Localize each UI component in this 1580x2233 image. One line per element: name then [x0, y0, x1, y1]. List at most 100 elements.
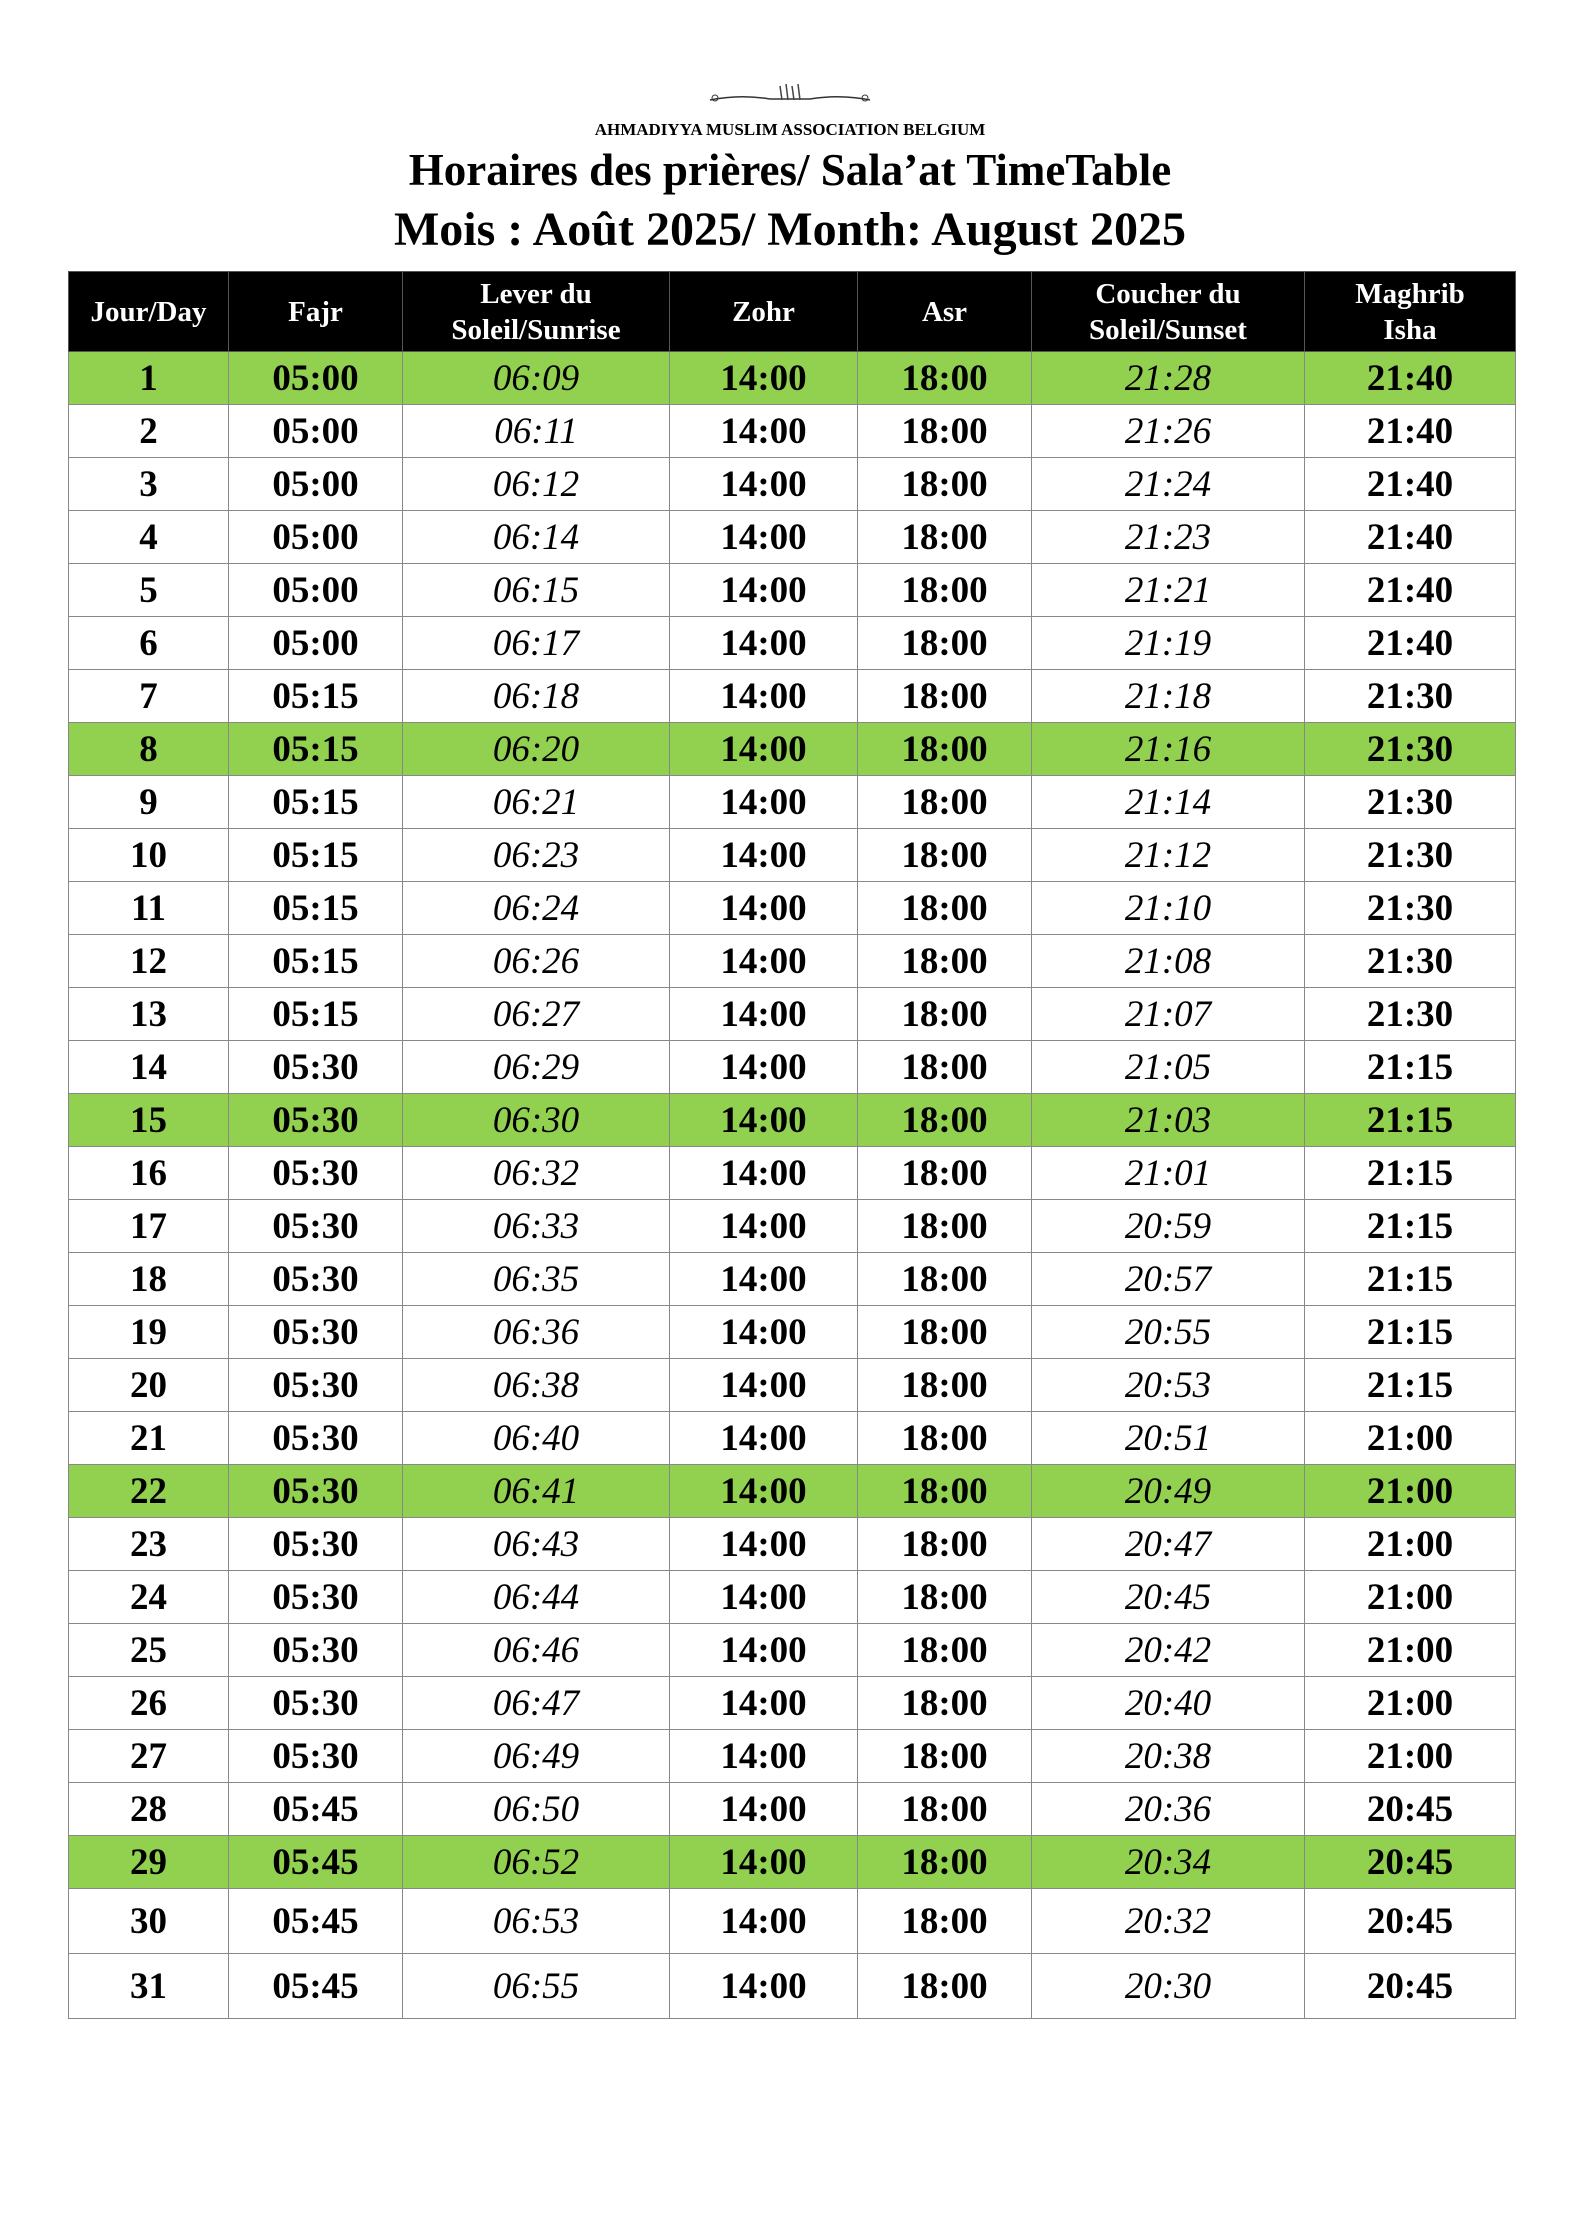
table-row: 9 05:15 06:21 14:00 18:00 21:14 21:30: [68, 775, 1516, 829]
cell-day: 25: [68, 1623, 229, 1677]
table-row: 17 05:30 06:33 14:00 18:00 20:59 21:15: [68, 1199, 1516, 1253]
cell-asr: 18:00: [857, 1676, 1032, 1730]
cell-asr: 18:00: [857, 1729, 1032, 1783]
cell-maghrib-isha: 21:15: [1304, 1146, 1516, 1200]
cell-sunrise: 06:18: [402, 669, 670, 723]
cell-sunrise: 06:27: [402, 987, 670, 1041]
table-row: 22 05:30 06:41 14:00 18:00 20:49 21:00: [68, 1464, 1516, 1518]
cell-fajr: 05:15: [228, 669, 403, 723]
cell-zohr: 14:00: [669, 669, 858, 723]
cell-sunset: 20:34: [1031, 1835, 1305, 1889]
cell-sunset: 20:45: [1031, 1570, 1305, 1624]
calligraphy-icon: [709, 83, 871, 102]
cell-fajr: 05:00: [228, 351, 403, 405]
cell-day: 18: [68, 1252, 229, 1306]
cell-day: 13: [68, 987, 229, 1041]
cell-zohr: 14:00: [669, 828, 858, 882]
cell-zohr: 14:00: [669, 1953, 858, 2019]
table-row: 16 05:30 06:32 14:00 18:00 21:01 21:15: [68, 1146, 1516, 1200]
table-row: 1 05:00 06:09 14:00 18:00 21:28 21:40: [68, 351, 1516, 405]
cell-fajr: 05:15: [228, 987, 403, 1041]
table-row: 15 05:30 06:30 14:00 18:00 21:03 21:15: [68, 1093, 1516, 1147]
cell-day: 15: [68, 1093, 229, 1147]
cell-fajr: 05:45: [228, 1782, 403, 1836]
cell-zohr: 14:00: [669, 1199, 858, 1253]
cell-day: 5: [68, 563, 229, 617]
cell-fajr: 05:30: [228, 1676, 403, 1730]
cell-fajr: 05:00: [228, 457, 403, 511]
cell-fajr: 05:00: [228, 616, 403, 670]
cell-maghrib-isha: 21:15: [1304, 1093, 1516, 1147]
cell-sunrise: 06:36: [402, 1305, 670, 1359]
table-row: 18 05:30 06:35 14:00 18:00 20:57 21:15: [68, 1252, 1516, 1306]
cell-maghrib-isha: 21:30: [1304, 775, 1516, 829]
cell-maghrib-isha: 21:15: [1304, 1252, 1516, 1306]
cell-fajr: 05:00: [228, 404, 403, 458]
cell-asr: 18:00: [857, 881, 1032, 935]
cell-day: 1: [68, 351, 229, 405]
cell-fajr: 05:30: [228, 1199, 403, 1253]
cell-maghrib-isha: 21:40: [1304, 351, 1516, 405]
cell-zohr: 14:00: [669, 1570, 858, 1624]
cell-sunset: 20:40: [1031, 1676, 1305, 1730]
cell-sunset: 20:57: [1031, 1252, 1305, 1306]
cell-fajr: 05:30: [228, 1252, 403, 1306]
col-header-asr: Asr: [857, 271, 1032, 352]
cell-zohr: 14:00: [669, 775, 858, 829]
cell-fajr: 05:45: [228, 1835, 403, 1889]
cell-maghrib-isha: 21:40: [1304, 616, 1516, 670]
cell-sunrise: 06:09: [402, 351, 670, 405]
col-header-zohr: Zohr: [669, 271, 858, 352]
cell-asr: 18:00: [857, 1199, 1032, 1253]
cell-sunset: 20:30: [1031, 1953, 1305, 2019]
cell-asr: 18:00: [857, 1305, 1032, 1359]
cell-day: 7: [68, 669, 229, 723]
page-title: Horaires des prières/ Sala’at TimeTable: [408, 145, 1172, 195]
cell-sunset: 20:38: [1031, 1729, 1305, 1783]
table-row: 30 05:45 06:53 14:00 18:00 20:32 20:45: [68, 1888, 1516, 1954]
cell-sunset: 20:55: [1031, 1305, 1305, 1359]
cell-sunrise: 06:44: [402, 1570, 670, 1624]
cell-sunset: 21:23: [1031, 510, 1305, 564]
cell-sunset: 21:28: [1031, 351, 1305, 405]
cell-fajr: 05:30: [228, 1146, 403, 1200]
table-row: 25 05:30 06:46 14:00 18:00 20:42 21:00: [68, 1623, 1516, 1677]
cell-fajr: 05:30: [228, 1464, 403, 1518]
cell-asr: 18:00: [857, 1146, 1032, 1200]
table-row: 3 05:00 06:12 14:00 18:00 21:24 21:40: [68, 457, 1516, 511]
cell-sunrise: 06:24: [402, 881, 670, 935]
cell-sunset: 21:07: [1031, 987, 1305, 1041]
cell-fajr: 05:15: [228, 881, 403, 935]
cell-sunrise: 06:41: [402, 1464, 670, 1518]
cell-asr: 18:00: [857, 1570, 1032, 1624]
table-row: 2 05:00 06:11 14:00 18:00 21:26 21:40: [68, 404, 1516, 458]
table-row: 23 05:30 06:43 14:00 18:00 20:47 21:00: [68, 1517, 1516, 1571]
cell-maghrib-isha: 21:15: [1304, 1040, 1516, 1094]
cell-asr: 18:00: [857, 775, 1032, 829]
cell-zohr: 14:00: [669, 1676, 858, 1730]
cell-maghrib-isha: 21:00: [1304, 1570, 1516, 1624]
cell-fajr: 05:15: [228, 775, 403, 829]
cell-sunrise: 06:11: [402, 404, 670, 458]
cell-sunset: 21:08: [1031, 934, 1305, 988]
col-header-day: Jour/Day: [68, 271, 229, 352]
cell-sunrise: 06:50: [402, 1782, 670, 1836]
cell-maghrib-isha: 21:40: [1304, 404, 1516, 458]
cell-day: 31: [68, 1953, 229, 2019]
cell-asr: 18:00: [857, 510, 1032, 564]
cell-sunrise: 06:38: [402, 1358, 670, 1412]
cell-day: 4: [68, 510, 229, 564]
cell-maghrib-isha: 21:40: [1304, 457, 1516, 511]
cell-day: 20: [68, 1358, 229, 1412]
cell-asr: 18:00: [857, 1782, 1032, 1836]
cell-maghrib-isha: 21:40: [1304, 510, 1516, 564]
cell-sunset: 21:12: [1031, 828, 1305, 882]
cell-maghrib-isha: 20:45: [1304, 1888, 1516, 1954]
cell-sunset: 20:51: [1031, 1411, 1305, 1465]
cell-zohr: 14:00: [669, 1623, 858, 1677]
cell-sunset: 20:32: [1031, 1888, 1305, 1954]
page-subtitle: Mois : Août 2025/ Month: August 2025: [393, 203, 1187, 256]
cell-sunset: 21:26: [1031, 404, 1305, 458]
cell-maghrib-isha: 21:00: [1304, 1411, 1516, 1465]
cell-sunrise: 06:32: [402, 1146, 670, 1200]
